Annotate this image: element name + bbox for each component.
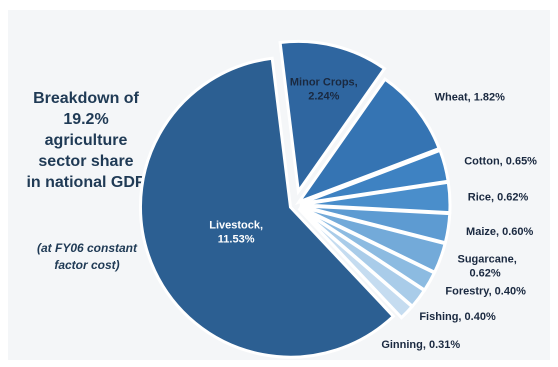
pie-slice-livestock — [139, 56, 396, 359]
slice-label-wheat: Wheat, 1.82% — [435, 91, 506, 103]
slice-label-rice: Rice, 0.62% — [468, 191, 529, 203]
pie-slice-wheat — [294, 76, 442, 206]
subtitle-line: (at FY06 constant — [36, 241, 138, 255]
title-line: agriculture — [44, 132, 128, 149]
chart-subtitle: (at FY06 constant factor cost) — [10, 240, 164, 274]
title-line: sector share — [38, 153, 134, 170]
slice-label-ginning: Ginning, 0.31% — [381, 339, 460, 351]
title-line: in national GDP — [26, 174, 146, 191]
title-line: Breakdown of — [33, 90, 139, 107]
title-line: 19.2% — [63, 111, 109, 128]
slice-label-sugarcane: Sugarcane, 0.62% — [458, 253, 517, 279]
slice-label-livestock: Livestock, 11.53% — [209, 220, 263, 246]
slice-label-fishing: Fishing, 0.40% — [419, 311, 496, 323]
chart-title: Breakdown of 19.2% agriculture sector sh… — [8, 88, 164, 193]
slice-label-maize: Maize, 0.60% — [466, 226, 533, 238]
subtitle-line: factor cost) — [54, 258, 120, 272]
slice-label-forestry: Forestry, 0.40% — [445, 286, 526, 298]
pie-slice-minor-crops — [278, 39, 387, 196]
slice-label-minor-crops: Minor Crops, 2.24% — [290, 77, 358, 103]
pie-slice-ginning — [297, 207, 415, 320]
slice-label-cotton: Cotton, 0.65% — [464, 155, 537, 167]
